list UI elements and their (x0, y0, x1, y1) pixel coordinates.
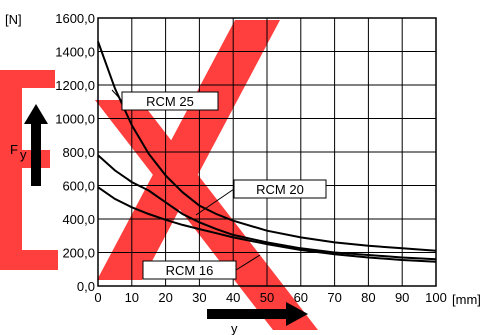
x-direction-arrow (207, 302, 308, 326)
x-unit-label: [mm] (452, 292, 481, 307)
x-tick-label: 20 (158, 290, 172, 305)
series-label: RCM 20 (256, 182, 304, 197)
y-tick-label: 1400,0 (55, 45, 95, 60)
y-unit-label: [N] (5, 12, 22, 27)
y-tick-label: 400,0 (62, 212, 95, 227)
x-tick-label: 60 (294, 290, 308, 305)
x-tick-label: 40 (226, 290, 240, 305)
svg-text:F: F (10, 142, 18, 157)
y-tick-label: 1000,0 (55, 112, 95, 127)
callout-box (233, 179, 327, 199)
callout-box (142, 260, 237, 280)
y-direction-arrow (24, 104, 48, 186)
x-tick-label: 0 (94, 290, 101, 305)
callout-leader (111, 89, 123, 102)
watermark-ex (0, 20, 318, 330)
y-tick-label: 200,0 (62, 246, 95, 261)
curves (97, 41, 437, 263)
y-tick-label: 1200,0 (55, 78, 95, 93)
y-tick-label: 0,0 (77, 279, 95, 294)
y-tick-label: 600,0 (62, 179, 95, 194)
x-tick-label: 50 (260, 290, 274, 305)
plot-frame (97, 17, 437, 287)
series-line-rcm-20 (97, 154, 437, 261)
x-tick-label: 90 (395, 290, 409, 305)
axes (97, 17, 437, 287)
x-tick-label: 10 (125, 290, 139, 305)
tick-labels: 0 10 20 30 40 50 60 70 80 90 1000,0200,0400,0600,0… (55, 11, 447, 305)
x-tick-label: 30 (192, 290, 206, 305)
callouts: RCM 25 RCM 20 RCM 16 (111, 89, 327, 280)
series-line-rcm-25 (97, 41, 437, 252)
x-tick-label: 70 (327, 290, 341, 305)
callout-rcm-16: RCM 16 (142, 254, 261, 280)
x-tick-label: 80 (361, 290, 375, 305)
y-tick-label: 800,0 (62, 145, 95, 160)
x-axis-label: y (231, 321, 238, 335)
callout-leader (195, 188, 235, 216)
x-tick-label: 100 (425, 290, 447, 305)
y-tick-label: 1600,0 (55, 11, 95, 26)
y-axis-label: F y (10, 142, 27, 162)
callout-leader (235, 254, 261, 271)
series-label: RCM 16 (166, 263, 214, 278)
callout-box (121, 91, 219, 111)
callout-rcm-25: RCM 25 (111, 89, 219, 111)
series-label: RCM 25 (146, 94, 194, 109)
svg-text:y: y (20, 147, 27, 162)
callout-rcm-20: RCM 20 (195, 179, 327, 216)
series-line-rcm-16 (97, 186, 437, 263)
